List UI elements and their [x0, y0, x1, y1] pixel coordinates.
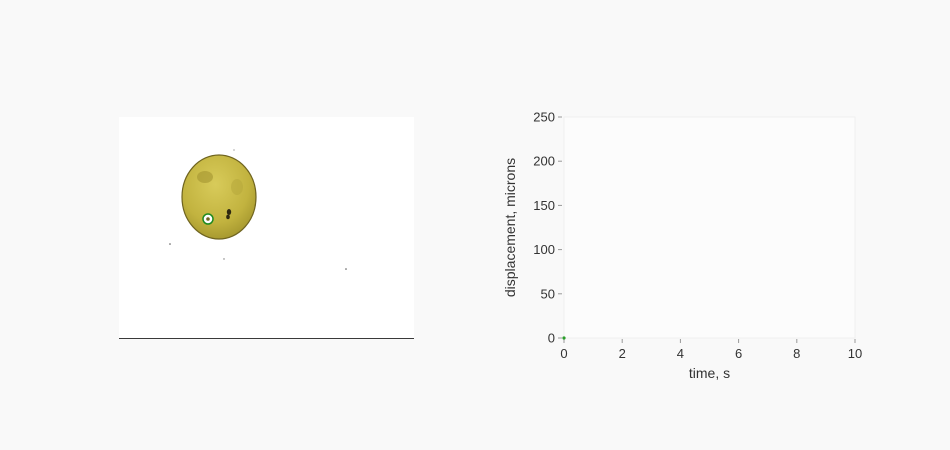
x-tick-label: 0: [560, 346, 567, 361]
x-tick-label: 6: [735, 346, 742, 361]
y-tick-label: 50: [541, 286, 555, 301]
plot-area: [563, 116, 856, 339]
y-tick-label: 200: [533, 154, 555, 169]
x-axis-label: time, s: [689, 365, 730, 381]
x-tick-label: 4: [677, 346, 684, 361]
y-axis: 0 50 100 150 200 250: [533, 110, 562, 346]
x-tick-label: 8: [793, 346, 800, 361]
y-axis-label: displacement, microns: [502, 158, 518, 297]
y-tick-label: 100: [533, 242, 555, 257]
displacement-chart: 0 50 100 150 200 250 0 2 4 6 8 10 time, s displace…: [502, 110, 862, 382]
organelle: [226, 214, 230, 220]
debris-speck: [169, 243, 171, 245]
cell-patch: [231, 179, 243, 195]
debris-speck: [345, 268, 347, 270]
tracking-marker-center: [206, 217, 210, 221]
debris-speck: [233, 149, 235, 151]
y-tick-label: 0: [548, 331, 555, 346]
cell-body: [181, 154, 257, 240]
x-tick-label: 2: [619, 346, 626, 361]
cell-patch: [197, 171, 213, 183]
x-axis: 0 2 4 6 8 10: [560, 339, 862, 361]
y-tick-label: 150: [533, 198, 555, 213]
data-point: [562, 336, 566, 340]
debris-speck: [223, 258, 225, 260]
y-tick-label: 250: [533, 110, 555, 125]
data-points: [562, 336, 566, 340]
x-tick-label: 10: [848, 346, 862, 361]
organelle: [226, 209, 232, 215]
microscope-view: [119, 117, 414, 339]
microscope-image: [169, 149, 347, 270]
